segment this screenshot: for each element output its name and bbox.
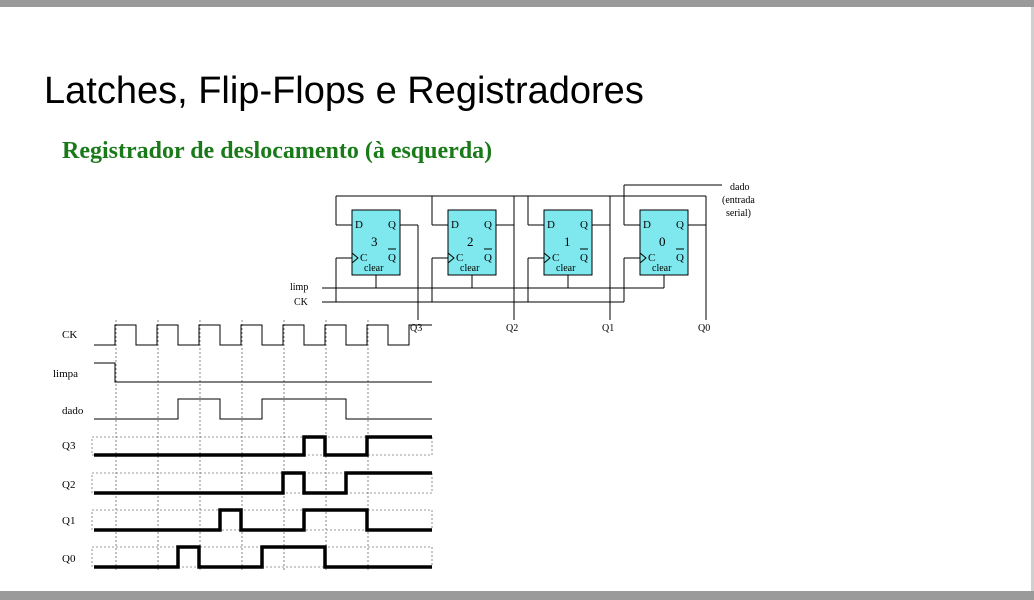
waveform-ck [94, 324, 432, 346]
signal-label-q2: Q2 [62, 479, 75, 491]
waveform-frame [91, 509, 433, 531]
top-border [0, 0, 1034, 7]
waveform-q2 [94, 471, 432, 495]
slide-subtitle: Registrador de deslocamento (à esquerda) [62, 138, 493, 164]
flipflop-1: D Q 1 C Q clear [543, 209, 593, 276]
flipflop-3: D Q 3 C Q clear [351, 209, 401, 276]
clear-input-label: limp [290, 282, 308, 293]
ff1-q-label: Q [580, 219, 588, 231]
waveform-frame [91, 436, 433, 456]
waveform-q3 [94, 435, 432, 457]
ff2-clear-label: clear [460, 263, 480, 274]
waveform-q1 [94, 508, 432, 532]
signal-label-q1: Q1 [62, 515, 75, 527]
waveform-q0 [94, 545, 432, 569]
ff1-d-label: D [547, 219, 555, 231]
ff3-clear-label: clear [364, 263, 384, 274]
ff1-index: 1 [564, 234, 571, 249]
ff3-d-label: D [355, 219, 363, 231]
output-q2-label: Q2 [506, 323, 518, 334]
clock-input-label: CK [294, 297, 309, 308]
right-border [1031, 7, 1034, 591]
waveform-dado [94, 398, 432, 420]
waveform-frame [91, 472, 433, 494]
ff3-c-label: C [360, 252, 367, 264]
flipflop-2: D Q 2 C Q clear [447, 209, 497, 276]
output-q1-label: Q1 [602, 323, 614, 334]
signal-label-ck: CK [62, 329, 77, 341]
signal-label-dado: dado [62, 405, 84, 417]
ff3-qbar-label: Q [388, 252, 396, 264]
ff0-d-label: D [643, 219, 651, 231]
ff0-q-label: Q [676, 219, 684, 231]
signal-label-q0: Q0 [62, 553, 76, 565]
ff1-qbar-label: Q [580, 252, 588, 264]
serial-input-label-2: (entrada [722, 195, 755, 206]
signal-label-limpa: limpa [53, 368, 78, 380]
ff2-q-label: Q [484, 219, 492, 231]
output-q3-label: Q3 [410, 323, 422, 334]
ff0-index: 0 [659, 234, 666, 249]
ff2-index: 2 [467, 234, 474, 249]
output-q0-label: Q0 [698, 323, 710, 334]
ff0-qbar-label: Q [676, 252, 684, 264]
ff2-d-label: D [451, 219, 459, 231]
ff3-index: 3 [371, 234, 378, 249]
serial-input-label-3: serial) [726, 208, 751, 219]
ff1-c-label: C [552, 252, 559, 264]
ff0-clear-label: clear [652, 263, 672, 274]
flipflop-0: D Q 0 C Q clear [639, 209, 689, 276]
waveform-limpa [94, 362, 432, 383]
serial-input-label: dado [730, 182, 749, 193]
ff2-qbar-label: Q [484, 252, 492, 264]
ff0-c-label: C [648, 252, 655, 264]
ff3-q-label: Q [388, 219, 396, 231]
slide-title: Latches, Flip-Flops e Registradores [44, 70, 644, 112]
ff1-clear-label: clear [556, 263, 576, 274]
signal-label-q3: Q3 [62, 440, 76, 452]
ff2-c-label: C [456, 252, 463, 264]
bottom-border [0, 591, 1034, 600]
